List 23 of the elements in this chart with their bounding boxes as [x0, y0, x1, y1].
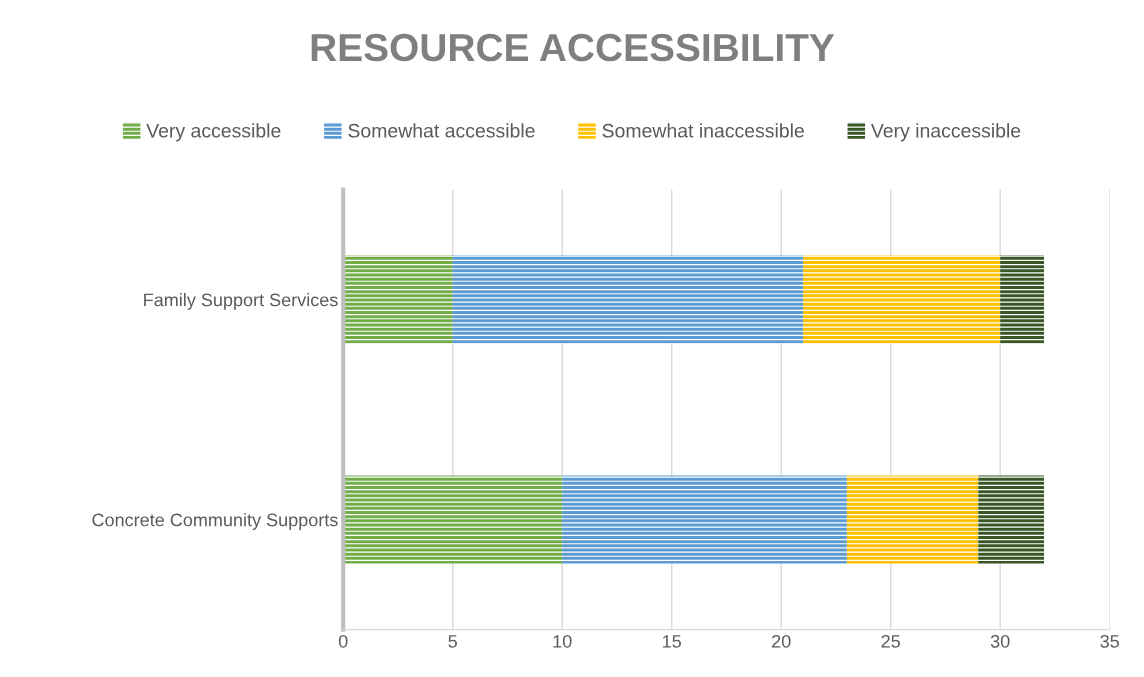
- legend-label: Somewhat accessible: [348, 123, 535, 138]
- bar: [562, 475, 847, 564]
- bar: [343, 475, 563, 564]
- x-tick-label: 25: [881, 634, 900, 648]
- bar: [846, 475, 979, 564]
- bar: [1000, 255, 1044, 344]
- x-tick-label: 30: [990, 634, 1010, 648]
- bar: [978, 475, 1044, 564]
- x-tick-label: 20: [772, 634, 791, 648]
- x-tick-label: 15: [663, 635, 681, 648]
- bar: [803, 255, 1001, 344]
- x-tick-label: 5: [448, 635, 457, 648]
- legend-label: Somewhat inaccessible: [602, 123, 804, 138]
- x-tick-label: 0: [338, 634, 348, 648]
- legend-label: Very inaccessible: [870, 123, 1021, 142]
- chart-title: RESOURCE ACCESSIBILITY: [311, 33, 835, 62]
- legend-label: Very accessible: [146, 123, 281, 142]
- bar: [343, 255, 453, 344]
- y-tick-label: Family Support Services: [144, 293, 338, 310]
- bar: [452, 255, 804, 344]
- y-tick-label: Concrete Community Supports: [92, 513, 338, 530]
- x-tick-label: 10: [553, 634, 572, 648]
- x-tick-label: 35: [1100, 634, 1119, 648]
